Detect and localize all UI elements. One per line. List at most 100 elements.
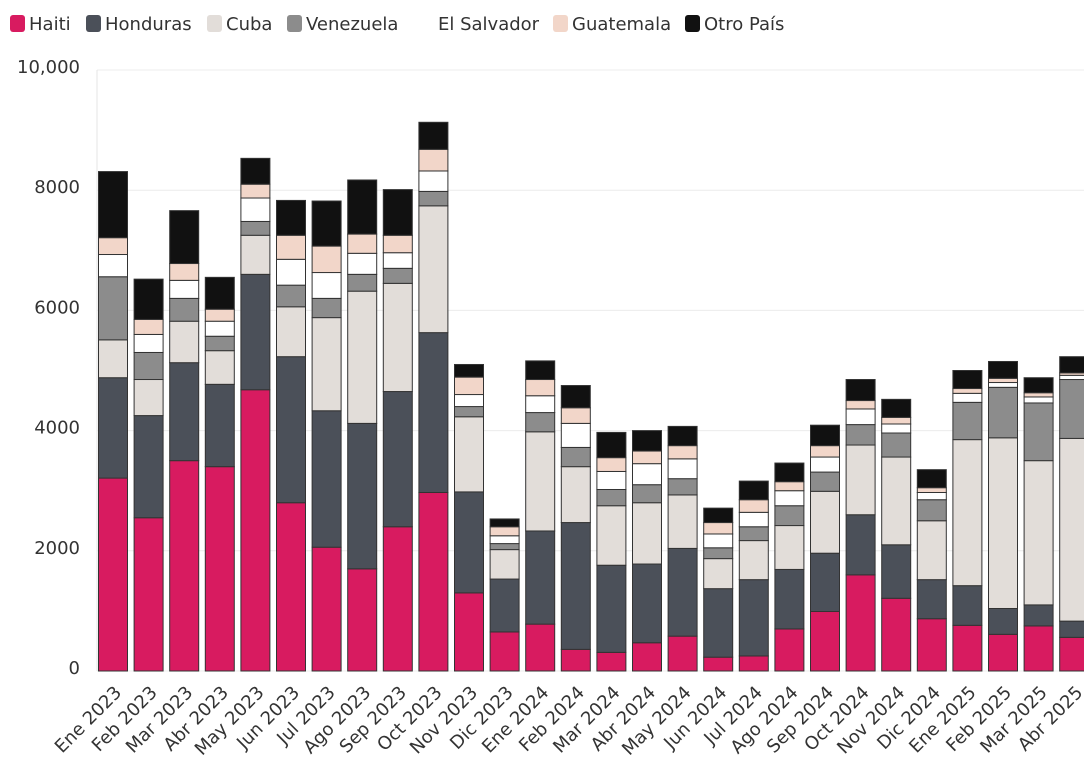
bar-segment (774, 628, 805, 672)
bar-segment (347, 273, 378, 292)
legend-label: Guatemala (572, 14, 671, 35)
legend-swatch (287, 15, 302, 32)
bar-segment (525, 395, 556, 414)
bar-segment (596, 488, 627, 507)
bar-segment (454, 363, 484, 378)
bar-segment (133, 379, 164, 417)
bar-segment (98, 477, 128, 672)
bar-segment (133, 415, 164, 519)
y-tick-label: 6000 (34, 297, 80, 318)
bar-segment (596, 457, 627, 472)
bar-segment (240, 157, 271, 185)
bar-segment (845, 379, 876, 402)
legend-label: El Salvador (438, 14, 540, 35)
bar-segment (276, 199, 306, 236)
bar-segment (169, 279, 200, 299)
bar-segment (418, 492, 449, 672)
bar-segment (916, 618, 947, 672)
legend-swatch (86, 15, 101, 32)
bar-segment (738, 480, 769, 501)
bar-segment (347, 252, 378, 275)
bar-segment (169, 263, 200, 281)
bar-segment (988, 377, 1018, 384)
bar-segment (133, 278, 164, 320)
bar-segment (845, 574, 876, 672)
bar-segment (454, 406, 484, 418)
bar-segment (703, 547, 734, 560)
bar-segment (382, 391, 413, 528)
bar-segment (525, 379, 556, 397)
bar-segment (1023, 460, 1054, 606)
bar-segment (774, 505, 805, 527)
bar-segment (1059, 437, 1084, 622)
bar-segment (311, 272, 342, 299)
bar-segment (418, 190, 449, 207)
y-tick-label: 10,000 (17, 57, 80, 78)
bar-segment (703, 507, 734, 524)
bar-segment (98, 171, 128, 239)
bar-segment (454, 394, 484, 408)
bar-segment (525, 360, 556, 381)
bar-segment (169, 460, 200, 672)
bar-segment (489, 535, 520, 545)
bar-segment (1023, 402, 1054, 462)
bar-segment (881, 544, 912, 599)
bar-segment (667, 425, 698, 447)
bar-segment (988, 382, 1018, 388)
bar-segment (703, 558, 734, 590)
bar-segment (311, 200, 342, 247)
bar-segment (454, 491, 484, 594)
bar-segment (738, 511, 769, 528)
bar-segment (596, 564, 627, 653)
bar-segment (133, 351, 164, 381)
bar-segment (489, 578, 520, 633)
bar-segment (382, 234, 413, 254)
bar-segment (738, 499, 769, 513)
bar-segment (916, 579, 947, 620)
bar-segment (133, 517, 164, 672)
bar-segment (382, 189, 413, 236)
bar-segment (1023, 392, 1054, 398)
bar-segment (632, 642, 662, 672)
bar-segment (169, 320, 200, 364)
bar-segment (204, 350, 235, 385)
bar-segment (489, 631, 520, 672)
bar-segment (133, 333, 164, 353)
legend-label: Honduras (105, 14, 192, 35)
bar-segment (169, 210, 200, 265)
bar-segment (632, 450, 662, 465)
bar-segment (596, 505, 627, 566)
legend-label: Haiti (29, 14, 71, 35)
bar-segment (703, 533, 734, 549)
bar-segment (454, 416, 484, 493)
bar-segment (738, 540, 769, 581)
bar-segment (632, 484, 662, 504)
bar-segment (98, 276, 128, 341)
bar-segment (632, 502, 662, 565)
bar-segment (525, 530, 556, 625)
bar-segment (988, 633, 1018, 672)
bar-segment (916, 499, 947, 522)
bar-segment (952, 439, 983, 587)
bar-segment (1023, 625, 1054, 672)
bar-segment (418, 170, 449, 192)
bar-segment (204, 466, 235, 672)
bar-segment (311, 245, 342, 274)
bar-segment (311, 546, 342, 672)
bar-segment (311, 297, 342, 319)
bar-segment (845, 514, 876, 576)
bar-segment (881, 597, 912, 672)
bar-segment (1059, 379, 1084, 439)
bar-segment (774, 568, 805, 630)
bar-segment (952, 392, 983, 403)
bar-segment (382, 526, 413, 672)
bar-segment (916, 492, 947, 501)
bar-segment (560, 407, 591, 424)
bar-segment (667, 494, 698, 549)
bar-segment (881, 423, 912, 434)
bar-segment (1023, 377, 1054, 394)
bar-segment (382, 267, 413, 284)
bar-segment (560, 466, 591, 524)
bar-segment (810, 611, 840, 672)
bar-segment (632, 463, 662, 486)
